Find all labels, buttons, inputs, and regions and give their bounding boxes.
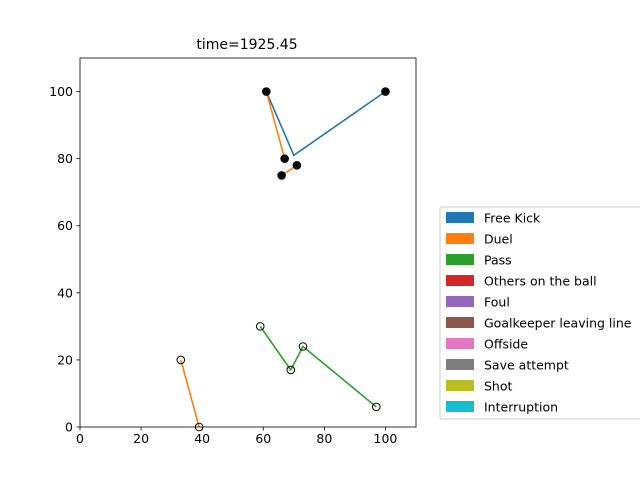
legend-label: Interruption: [484, 400, 558, 415]
y-tick-label: 60: [57, 218, 73, 233]
x-tick-label: 100: [374, 431, 398, 446]
player-marker-1: [381, 87, 390, 96]
legend-swatch: [446, 296, 474, 307]
x-axis: 0 20 40 60 80 100: [76, 427, 397, 446]
player-marker-6: [298, 342, 308, 351]
y-tick-label: 20: [57, 352, 73, 367]
player-marker-0: [262, 87, 271, 96]
y-axis: 0 20 40 60 80 100: [49, 84, 80, 435]
x-tick-label: 40: [194, 431, 210, 446]
player-marker-5: [255, 322, 265, 331]
player-marker-3: [292, 161, 302, 170]
legend-frame: [439, 206, 640, 420]
player-marker-2: [280, 154, 289, 163]
legend-swatch: [446, 359, 474, 370]
legend-label: Shot: [484, 379, 513, 394]
plot-frame: [79, 57, 417, 428]
player-marker-4: [277, 171, 286, 180]
legend-label: Others on the ball: [484, 274, 597, 289]
player-marker-7: [286, 365, 296, 375]
player-marker-8: [371, 402, 381, 412]
y-tick-label: 40: [57, 285, 73, 300]
legend-label: Save attempt: [484, 358, 569, 373]
player-markers: [176, 87, 390, 432]
legend-swatch: [446, 380, 474, 391]
event-line-pass-4: [259, 325, 377, 408]
y-tick-label: 80: [57, 151, 73, 166]
legend-swatch: [446, 233, 474, 244]
x-tick-label: 20: [133, 431, 149, 446]
event-line-duel-1: [265, 91, 286, 159]
player-marker-9: [176, 355, 186, 365]
legend-label: Foul: [484, 295, 510, 310]
event-lines: [180, 90, 386, 428]
event-line-free-kick-0: [265, 90, 386, 157]
x-tick-label: 0: [76, 431, 84, 446]
legend-swatch: [446, 275, 474, 286]
legend-label: Pass: [484, 253, 512, 268]
legend-label: Free Kick: [484, 211, 541, 226]
legend-swatch: [446, 254, 474, 265]
chart-title: time=1925.45: [196, 37, 297, 53]
y-tick-label: 100: [49, 84, 73, 99]
legend-label: Duel: [484, 232, 513, 247]
x-tick-label: 60: [255, 431, 271, 446]
legend-swatch: [446, 401, 474, 412]
x-tick-label: 80: [316, 431, 332, 446]
legend: Free Kick Duel Pass Others on the ball Foul G…: [439, 206, 640, 420]
legend-swatch: [446, 338, 474, 349]
legend-label: Goalkeeper leaving line: [484, 316, 632, 331]
legend-label: Offside: [484, 337, 528, 352]
legend-swatch: [446, 212, 474, 223]
y-tick-label: 0: [65, 420, 73, 435]
event-line-duel-3: [180, 359, 200, 428]
legend-swatch: [446, 317, 474, 328]
